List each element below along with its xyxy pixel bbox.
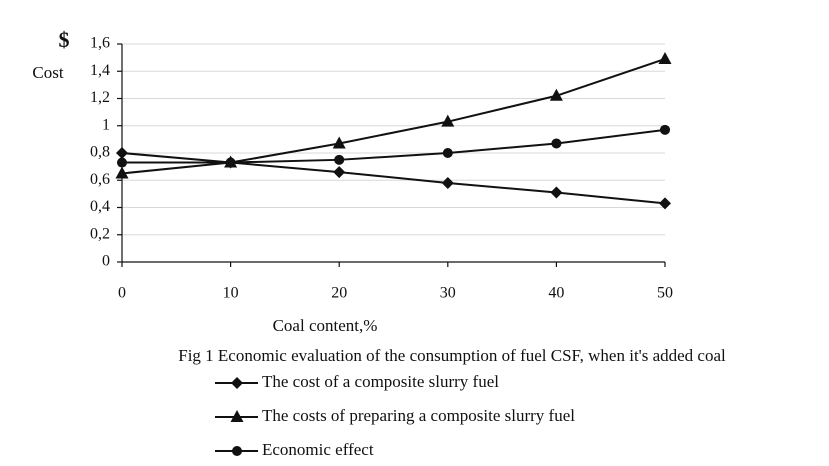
marker: [442, 148, 453, 158]
y-tick-label: 0: [102, 253, 110, 270]
x-tick-label: 50: [657, 285, 673, 302]
y-tick-label: 1,2: [90, 89, 110, 106]
marker: [551, 138, 562, 149]
caption: Fig 1 Economic evaluation of the consump…: [178, 346, 726, 365]
marker: [117, 157, 127, 168]
marker: [225, 157, 236, 168]
marker: [116, 147, 128, 159]
marker: [231, 377, 243, 389]
y-unit: $: [59, 27, 70, 52]
y-tick-label: 1: [102, 116, 110, 133]
x-tick-label: 40: [548, 285, 564, 302]
marker: [549, 88, 563, 101]
marker: [660, 124, 670, 135]
series-line: [121, 152, 666, 205]
y-tick-label: 0,2: [90, 225, 110, 242]
marker: [332, 136, 346, 149]
y-tick-label: 0,8: [90, 144, 110, 161]
marker: [441, 114, 455, 127]
legend-label: Economic effect: [262, 440, 374, 459]
marker: [658, 51, 672, 64]
y-tick-label: 1,4: [90, 62, 110, 79]
marker: [232, 446, 242, 456]
marker: [334, 154, 345, 165]
x-axis-label: Coal content,%: [273, 316, 378, 335]
series-line: [122, 128, 666, 164]
marker: [115, 166, 129, 179]
marker: [659, 197, 671, 210]
x-tick-label: 0: [118, 285, 126, 302]
marker: [550, 186, 563, 199]
x-tick-label: 10: [223, 285, 239, 302]
x-tick-label: 30: [440, 285, 456, 302]
y-tick-label: 0,6: [90, 171, 110, 188]
series-line: [121, 58, 666, 175]
x-tick-label: 20: [331, 285, 347, 302]
y-tick-label: 0,4: [90, 198, 110, 215]
marker: [441, 176, 454, 189]
marker: [230, 410, 244, 422]
legend-label: The cost of a composite slurry fuel: [262, 372, 499, 391]
y-tick-label: 1,6: [90, 35, 110, 52]
y-axis-label: Cost: [32, 63, 63, 82]
legend-label: The costs of preparing a composite slurr…: [262, 406, 575, 425]
marker: [333, 166, 346, 179]
